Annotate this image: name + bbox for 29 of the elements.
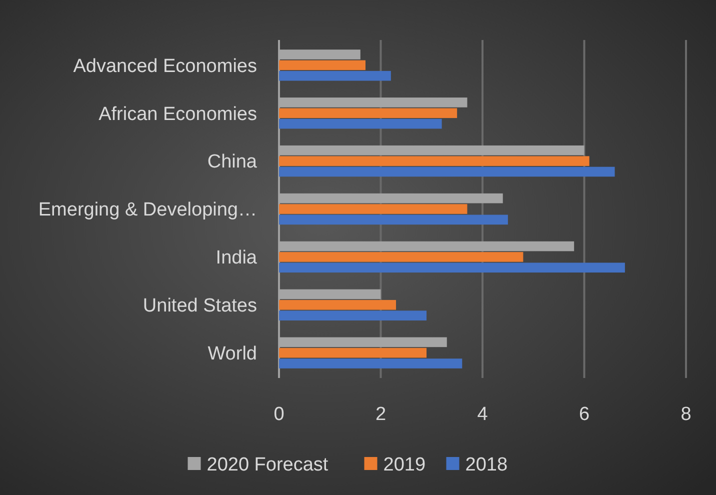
bar: [279, 118, 442, 129]
y-tick-label: United States: [142, 296, 257, 317]
bar: [279, 166, 615, 177]
bar: [279, 348, 427, 358]
x-tick-label: 2: [375, 404, 386, 425]
bar: [279, 310, 427, 320]
y-tick-label: African Economies: [98, 104, 257, 125]
y-tick-label: Advanced Economies: [73, 56, 257, 77]
bar: [279, 108, 458, 118]
bar: [279, 252, 524, 262]
x-tick-label: 4: [477, 404, 488, 425]
bar: [279, 60, 366, 70]
legend-label: 2019: [383, 454, 426, 476]
bar: [279, 70, 391, 81]
y-tick-label: Emerging & Developing…: [38, 200, 257, 221]
bar: [279, 204, 468, 214]
y-tick-label: India: [216, 248, 258, 269]
legend-label: 2018: [465, 454, 508, 476]
bar: [279, 262, 625, 273]
x-tick-label: 6: [578, 404, 590, 425]
legend-label: 2020 Forecast: [206, 454, 329, 476]
x-tick-label: 8: [680, 404, 692, 425]
bar: [279, 300, 396, 310]
y-tick-label: World: [208, 343, 257, 364]
bar: [279, 358, 462, 368]
bar: [279, 156, 590, 166]
x-tick-label: 0: [274, 404, 284, 425]
y-tick-label: China: [207, 152, 258, 173]
bar: [279, 214, 508, 225]
